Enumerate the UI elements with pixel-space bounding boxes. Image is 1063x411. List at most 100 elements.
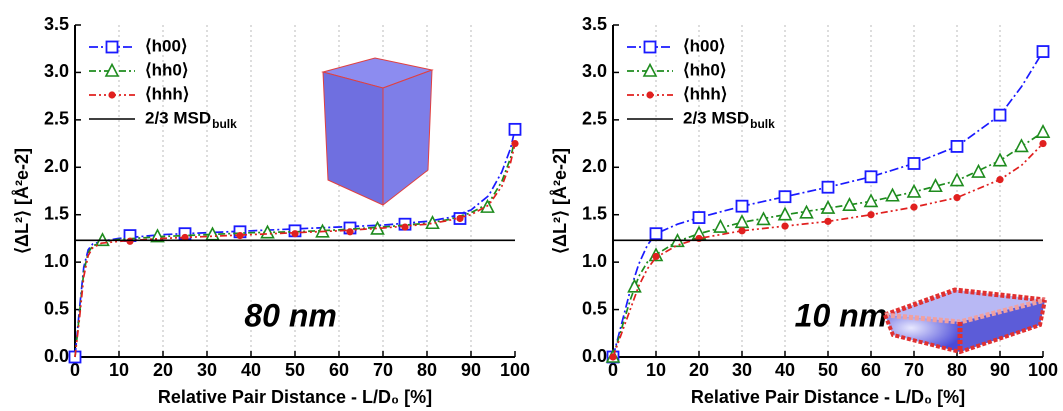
x-tick-label: 100 bbox=[1028, 360, 1058, 380]
marker-triangle bbox=[756, 211, 771, 226]
marker-triangle bbox=[906, 183, 922, 198]
x-tick-label: 80 bbox=[417, 360, 437, 380]
marker-triangle bbox=[928, 178, 943, 193]
x-tick-label: 10 bbox=[646, 360, 666, 380]
legend-label: 2/3 MSD bbox=[145, 108, 211, 127]
marker-triangle bbox=[734, 214, 750, 229]
marker-dot bbox=[126, 237, 134, 245]
y-axis-label: ⟨ΔL²⟩ [Å²e-2] bbox=[12, 148, 32, 254]
legend-label-sub: bulk bbox=[750, 117, 775, 131]
y-tick-label: 0.5 bbox=[44, 298, 69, 318]
series-curve bbox=[74, 129, 516, 358]
x-tick-label: 50 bbox=[818, 360, 838, 380]
x-tick-label: 50 bbox=[285, 360, 305, 380]
legend-label: ⟨hhh⟩ bbox=[683, 84, 727, 103]
marker-dot bbox=[953, 194, 961, 202]
legend-label: ⟨hhh⟩ bbox=[145, 84, 189, 103]
panel: 0 10 20 30 40 50 60 70 80 90 100 0.0 0.5 1.0 1.5 2.0 2.5… bbox=[550, 14, 1058, 407]
panel: 0 10 20 30 40 50 60 70 80 90 100 0.0 0.5 1.0 1.5 2.0 2.5… bbox=[12, 14, 530, 407]
x-tick-label: 60 bbox=[329, 360, 349, 380]
marker-square bbox=[778, 190, 792, 204]
y-tick-label: 3.5 bbox=[44, 14, 69, 34]
x-tick-label: 100 bbox=[500, 360, 530, 380]
legend-marker bbox=[646, 91, 654, 99]
marker-square bbox=[864, 170, 878, 184]
marker-dot bbox=[910, 203, 918, 211]
y-tick-label: 1.5 bbox=[44, 203, 69, 223]
y-axis-label: ⟨ΔL²⟩ [Å²e-2] bbox=[550, 148, 570, 254]
marker-dot bbox=[996, 176, 1004, 184]
legend-marker bbox=[105, 40, 119, 54]
y-tick-label: 0.5 bbox=[582, 298, 607, 318]
y-tick-label: 2.0 bbox=[582, 156, 607, 176]
marker-triangle bbox=[992, 152, 1008, 167]
legend-marker bbox=[104, 62, 120, 77]
marker-triangle bbox=[799, 204, 814, 219]
marker-dot bbox=[867, 211, 875, 219]
marker-square bbox=[508, 122, 522, 136]
marker-square bbox=[907, 157, 921, 170]
x-tick-label: 0 bbox=[608, 360, 618, 380]
x-tick-label: 90 bbox=[461, 360, 481, 380]
marker-square bbox=[950, 140, 964, 153]
x-tick-label: 20 bbox=[153, 360, 173, 380]
y-tick-label: 2.5 bbox=[44, 109, 69, 129]
x-tick-label: 30 bbox=[732, 360, 752, 380]
legend-label: ⟨h00⟩ bbox=[145, 36, 188, 55]
marker-triangle bbox=[863, 193, 879, 208]
legend-label: ⟨hh0⟩ bbox=[145, 60, 189, 79]
marker-dot bbox=[1039, 139, 1047, 148]
x-tick-label: 90 bbox=[990, 360, 1010, 380]
inset-cube-80nm bbox=[321, 57, 434, 207]
annotation: 10 nm bbox=[795, 297, 887, 333]
x-tick-label: 40 bbox=[241, 360, 261, 380]
marker-triangle bbox=[885, 187, 900, 202]
y-tick-label: 0.0 bbox=[582, 346, 607, 366]
marker-triangle bbox=[971, 163, 986, 178]
marker-square bbox=[649, 227, 663, 241]
marker-dot bbox=[781, 222, 789, 230]
marker-triangle bbox=[949, 172, 965, 187]
marker-triangle bbox=[777, 206, 793, 221]
marker-square bbox=[993, 108, 1007, 122]
annotation: 80 nm bbox=[244, 297, 336, 333]
marker-square bbox=[821, 180, 835, 194]
marker-dot bbox=[236, 231, 244, 240]
legend-label-sub: bulk bbox=[212, 117, 237, 131]
marker-triangle bbox=[1035, 123, 1051, 138]
legend-label: ⟨h00⟩ bbox=[683, 36, 726, 55]
y-tick-label: 2.0 bbox=[44, 156, 69, 176]
x-tick-label: 20 bbox=[689, 360, 709, 380]
marker-dot bbox=[511, 139, 519, 148]
marker-dot bbox=[738, 227, 746, 235]
x-tick-label: 10 bbox=[109, 360, 129, 380]
x-tick-label: 40 bbox=[775, 360, 795, 380]
marker-dot bbox=[652, 252, 660, 261]
marker-dot bbox=[181, 233, 189, 242]
y-tick-label: 3.0 bbox=[44, 61, 69, 81]
marker-dot bbox=[346, 228, 354, 236]
y-tick-label: 1.5 bbox=[582, 203, 607, 223]
y-tick-label: 3.0 bbox=[582, 61, 607, 81]
marker-square bbox=[1036, 45, 1050, 58]
x-axis-label: Relative Pair Distance - L/D₀ [%] bbox=[158, 387, 432, 407]
y-tick-label: 1.0 bbox=[44, 251, 69, 271]
legend-marker bbox=[643, 40, 657, 54]
x-tick-label: 0 bbox=[70, 360, 80, 380]
x-tick-label: 60 bbox=[861, 360, 881, 380]
y-tick-label: 3.5 bbox=[582, 14, 607, 34]
marker-triangle bbox=[627, 278, 642, 293]
x-tick-label: 70 bbox=[373, 360, 393, 380]
legend-label: 2/3 MSD bbox=[683, 108, 749, 127]
x-tick-label: 80 bbox=[947, 360, 967, 380]
marker-dot bbox=[291, 230, 299, 238]
y-tick-label: 1.0 bbox=[582, 251, 607, 271]
legend-marker bbox=[108, 91, 116, 99]
marker-square bbox=[735, 199, 749, 213]
x-axis-label: Relative Pair Distance - L/D₀ [%] bbox=[691, 387, 965, 407]
x-tick-label: 30 bbox=[197, 360, 217, 380]
legend-marker bbox=[642, 62, 658, 77]
marker-triangle bbox=[820, 199, 836, 214]
series-curve bbox=[74, 143, 516, 358]
